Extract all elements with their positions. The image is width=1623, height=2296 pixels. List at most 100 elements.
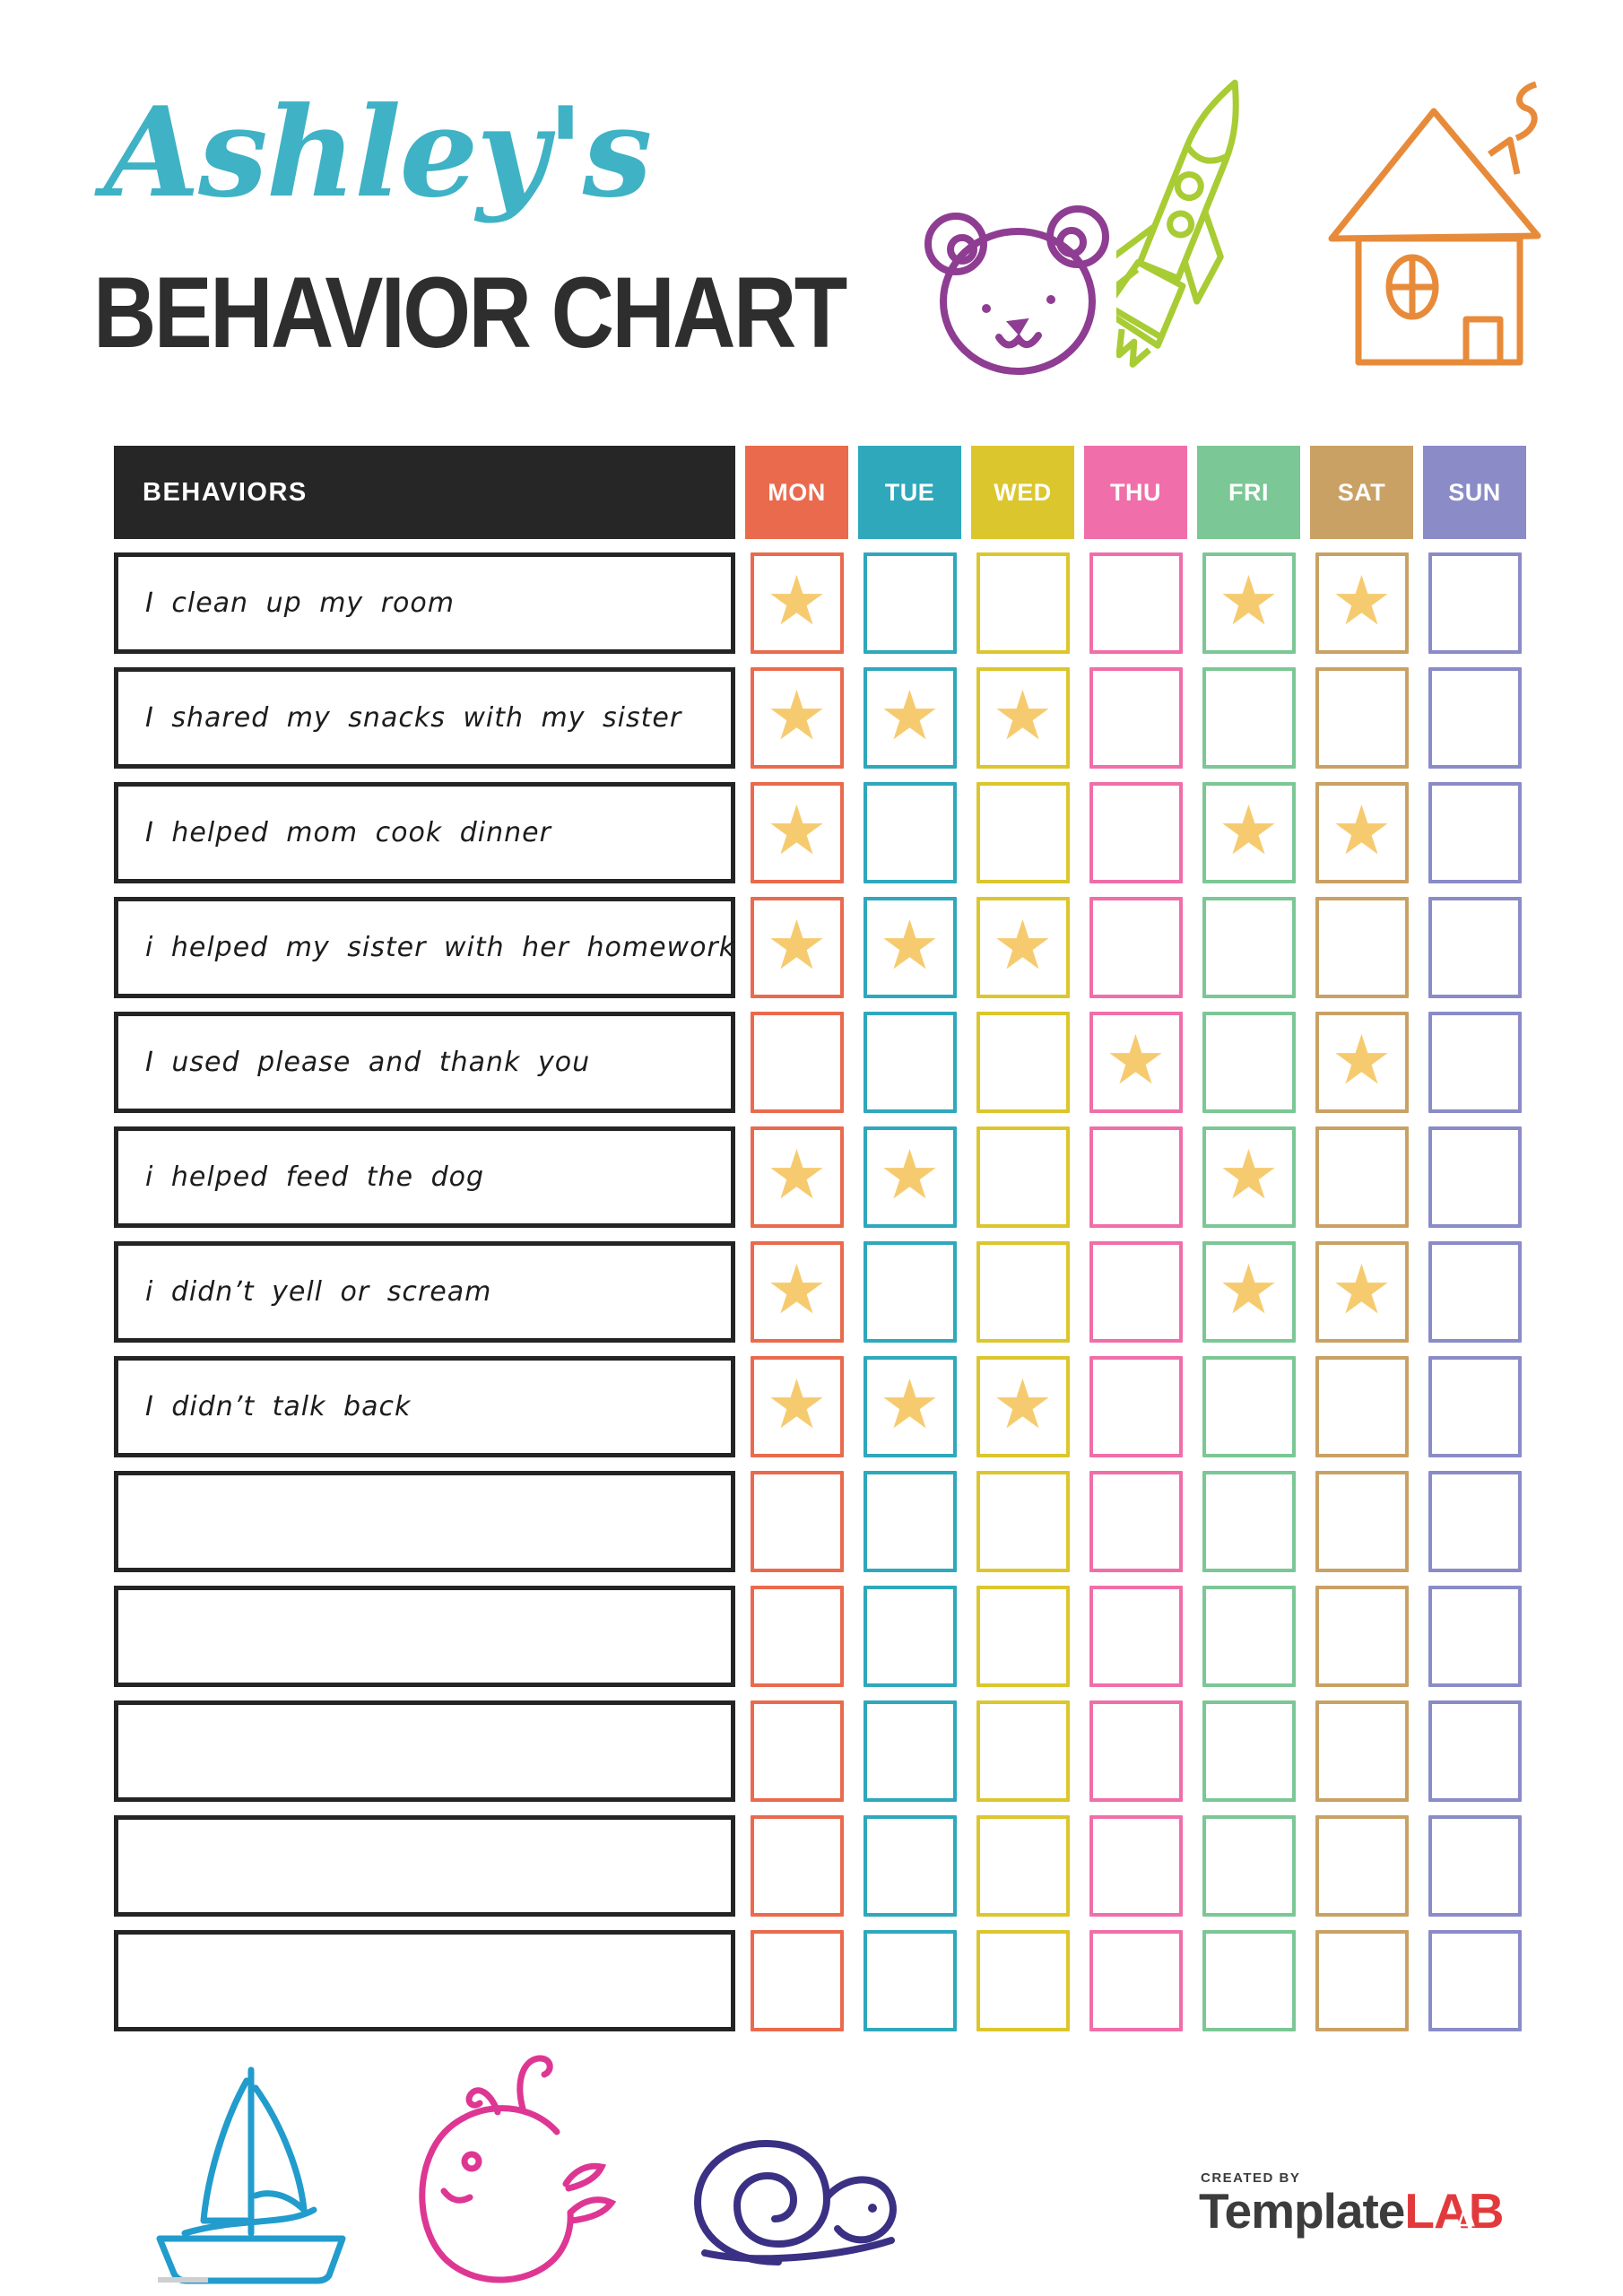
star-cell-fri-row11[interactable] [1202,1700,1296,1802]
star-cell-wed-row4[interactable]: ★ [976,897,1070,998]
star-cell-sun-row3[interactable] [1428,782,1522,883]
star-cell-wed-row6[interactable] [976,1126,1070,1228]
behavior-label-cell[interactable] [114,1586,735,1687]
star-cell-wed-row9[interactable] [976,1471,1070,1572]
star-cell-sat-row13[interactable] [1315,1930,1409,2031]
star-cell-tue-row13[interactable] [863,1930,957,2031]
star-cell-thu-row6[interactable] [1089,1126,1183,1228]
star-cell-fri-row3[interactable]: ★ [1202,782,1296,883]
star-cell-sat-row11[interactable] [1315,1700,1409,1802]
star-cell-sun-row5[interactable] [1428,1012,1522,1113]
star-cell-fri-row6[interactable]: ★ [1202,1126,1296,1228]
star-cell-wed-row8[interactable]: ★ [976,1356,1070,1457]
star-cell-tue-row2[interactable]: ★ [863,667,957,769]
star-cell-sun-row1[interactable] [1428,552,1522,654]
star-cell-mon-row4[interactable]: ★ [750,897,844,998]
behavior-label-cell[interactable]: I used please and thank you [114,1012,735,1113]
star-cell-thu-row13[interactable] [1089,1930,1183,2031]
star-cell-tue-row8[interactable]: ★ [863,1356,957,1457]
behavior-label-cell[interactable]: I helped mom cook dinner [114,782,735,883]
star-cell-tue-row11[interactable] [863,1700,957,1802]
star-cell-sun-row8[interactable] [1428,1356,1522,1457]
star-cell-fri-row5[interactable] [1202,1012,1296,1113]
star-cell-mon-row5[interactable] [750,1012,844,1113]
star-cell-mon-row11[interactable] [750,1700,844,1802]
star-cell-mon-row6[interactable]: ★ [750,1126,844,1228]
star-cell-fri-row2[interactable] [1202,667,1296,769]
star-cell-sun-row12[interactable] [1428,1815,1522,1917]
star-cell-sat-row3[interactable]: ★ [1315,782,1409,883]
star-cell-wed-row10[interactable] [976,1586,1070,1687]
star-cell-sun-row6[interactable] [1428,1126,1522,1228]
star-cell-mon-row8[interactable]: ★ [750,1356,844,1457]
star-cell-thu-row12[interactable] [1089,1815,1183,1917]
star-cell-sat-row6[interactable] [1315,1126,1409,1228]
star-cell-thu-row9[interactable] [1089,1471,1183,1572]
star-cell-sun-row7[interactable] [1428,1241,1522,1343]
star-cell-wed-row11[interactable] [976,1700,1070,1802]
star-cell-tue-row6[interactable]: ★ [863,1126,957,1228]
star-cell-fri-row7[interactable]: ★ [1202,1241,1296,1343]
star-cell-mon-row1[interactable]: ★ [750,552,844,654]
star-cell-sat-row4[interactable] [1315,897,1409,998]
star-cell-tue-row3[interactable] [863,782,957,883]
star-cell-sat-row10[interactable] [1315,1586,1409,1687]
behavior-label-cell[interactable]: i helped feed the dog [114,1126,735,1228]
star-cell-sun-row9[interactable] [1428,1471,1522,1572]
star-cell-sat-row8[interactable] [1315,1356,1409,1457]
behavior-label-cell[interactable]: I clean up my room [114,552,735,654]
star-cell-thu-row4[interactable] [1089,897,1183,998]
star-cell-tue-row10[interactable] [863,1586,957,1687]
star-cell-wed-row2[interactable]: ★ [976,667,1070,769]
star-cell-fri-row1[interactable]: ★ [1202,552,1296,654]
star-cell-wed-row5[interactable] [976,1012,1070,1113]
star-cell-thu-row10[interactable] [1089,1586,1183,1687]
star-cell-mon-row10[interactable] [750,1586,844,1687]
behavior-label-cell[interactable] [114,1471,735,1572]
star-cell-sun-row13[interactable] [1428,1930,1522,2031]
star-cell-thu-row1[interactable] [1089,552,1183,654]
star-cell-sat-row2[interactable] [1315,667,1409,769]
star-cell-tue-row7[interactable] [863,1241,957,1343]
star-cell-fri-row13[interactable] [1202,1930,1296,2031]
star-cell-mon-row2[interactable]: ★ [750,667,844,769]
star-cell-tue-row9[interactable] [863,1471,957,1572]
star-cell-tue-row5[interactable] [863,1012,957,1113]
behavior-label-cell[interactable] [114,1930,735,2031]
star-cell-sun-row10[interactable] [1428,1586,1522,1687]
star-cell-wed-row7[interactable] [976,1241,1070,1343]
star-cell-mon-row7[interactable]: ★ [750,1241,844,1343]
behavior-label-cell[interactable]: i didn’t yell or scream [114,1241,735,1343]
behavior-label-cell[interactable] [114,1815,735,1917]
star-cell-sun-row2[interactable] [1428,667,1522,769]
star-cell-wed-row1[interactable] [976,552,1070,654]
star-cell-sat-row1[interactable]: ★ [1315,552,1409,654]
star-cell-thu-row2[interactable] [1089,667,1183,769]
star-cell-mon-row3[interactable]: ★ [750,782,844,883]
star-cell-thu-row3[interactable] [1089,782,1183,883]
star-cell-wed-row13[interactable] [976,1930,1070,2031]
behavior-label-cell[interactable]: I shared my snacks with my sister [114,667,735,769]
behavior-label-cell[interactable]: i helped my sister with her homework [114,897,735,998]
star-cell-tue-row12[interactable] [863,1815,957,1917]
behavior-label-cell[interactable] [114,1700,735,1802]
star-cell-thu-row5[interactable]: ★ [1089,1012,1183,1113]
star-cell-wed-row12[interactable] [976,1815,1070,1917]
star-cell-sat-row9[interactable] [1315,1471,1409,1572]
star-cell-thu-row11[interactable] [1089,1700,1183,1802]
star-cell-fri-row4[interactable] [1202,897,1296,998]
star-cell-sat-row7[interactable]: ★ [1315,1241,1409,1343]
star-cell-tue-row4[interactable]: ★ [863,897,957,998]
star-cell-sat-row5[interactable]: ★ [1315,1012,1409,1113]
star-cell-mon-row13[interactable] [750,1930,844,2031]
star-cell-mon-row9[interactable] [750,1471,844,1572]
star-cell-fri-row10[interactable] [1202,1586,1296,1687]
star-cell-wed-row3[interactable] [976,782,1070,883]
star-cell-thu-row8[interactable] [1089,1356,1183,1457]
star-cell-sun-row11[interactable] [1428,1700,1522,1802]
star-cell-sat-row12[interactable] [1315,1815,1409,1917]
star-cell-thu-row7[interactable] [1089,1241,1183,1343]
star-cell-fri-row12[interactable] [1202,1815,1296,1917]
behavior-label-cell[interactable]: I didn’t talk back [114,1356,735,1457]
star-cell-tue-row1[interactable] [863,552,957,654]
